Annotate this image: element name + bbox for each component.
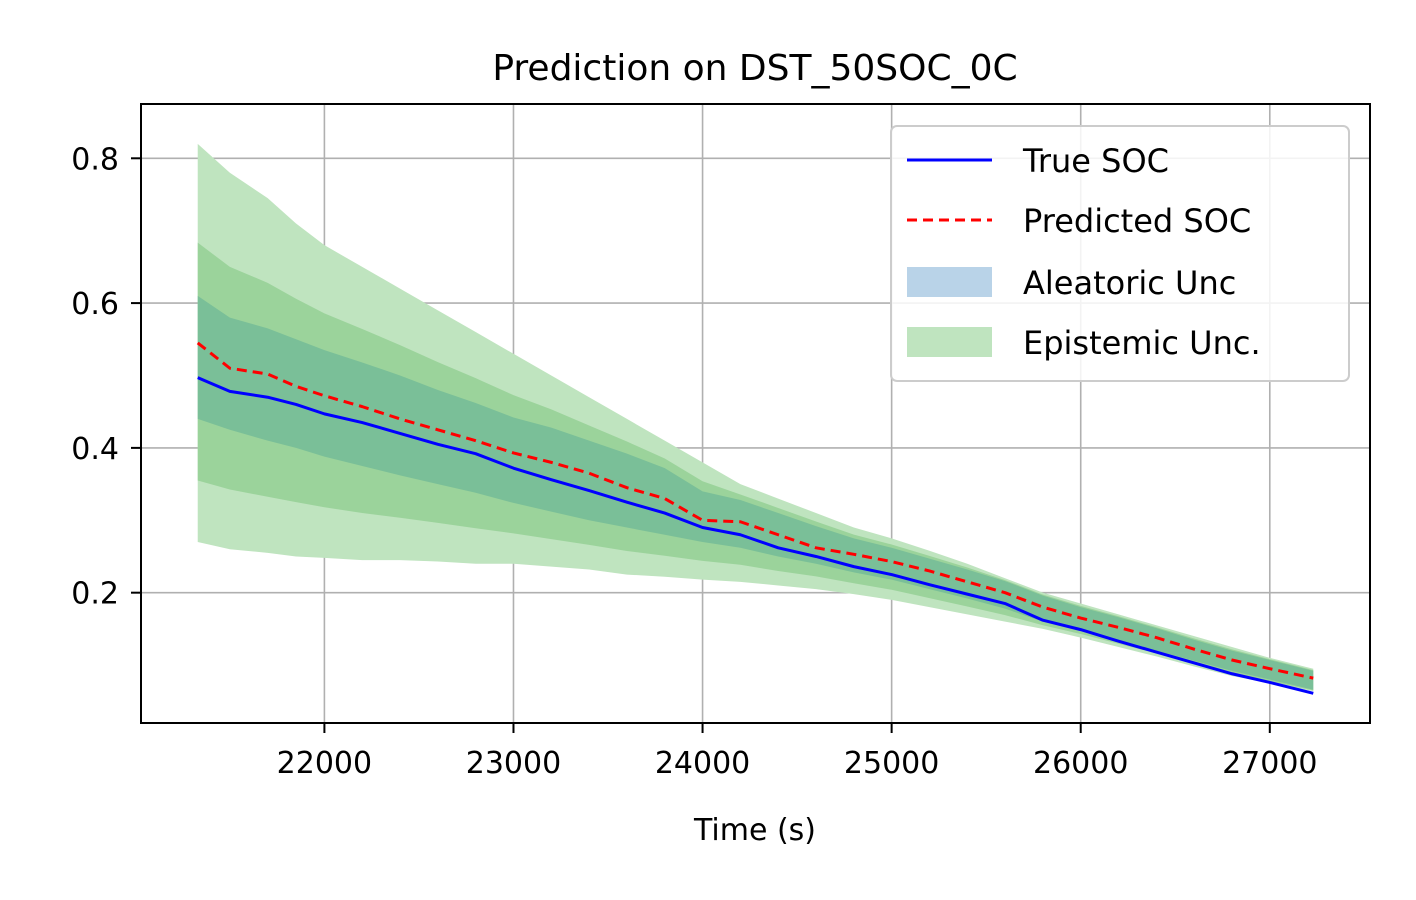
y-tick-label: 0.6 (71, 287, 119, 322)
x-tick-label: 25000 (844, 746, 939, 781)
x-tick-label: 23000 (466, 746, 561, 781)
x-tick-label: 27000 (1222, 746, 1317, 781)
x-tick-label: 22000 (277, 746, 372, 781)
legend-true-soc-label: True SOC (1022, 142, 1169, 180)
legend-box (890, 125, 1350, 382)
predicted-soc-line (196, 341, 1314, 680)
true-soc-line (197, 376, 1314, 695)
x-tick-label: 24000 (655, 746, 750, 781)
y-tick-label: 0.8 (71, 142, 119, 177)
legend-aleatoric-patch (907, 267, 992, 297)
x-tick-label: 26000 (1033, 746, 1128, 781)
series-lines (196, 341, 1314, 695)
epistemic-band (197, 143, 1314, 692)
legend-predicted-soc-label: Predicted SOC (1023, 202, 1251, 240)
x-axis-label: Time (s) (693, 813, 816, 848)
chart-title: Prediction on DST_50SOC_0C (492, 48, 1017, 89)
legend-epistemic-label: Epistemic Unc. (1023, 324, 1261, 362)
legend-aleatoric-label: Aleatoric Unc (1023, 264, 1236, 302)
legend-epistemic-patch (907, 327, 992, 357)
y-tick-label: 0.4 (71, 432, 119, 467)
legend: True SOC Predicted SOC Aleatoric Unc Epi… (890, 125, 1350, 382)
y-tick-label: 0.2 (71, 577, 119, 612)
plot-frame (140, 103, 1371, 724)
axis-ticks: 22000 23000 24000 25000 26000 27000 0.2 0.4 0.6 0… (71, 142, 1317, 781)
